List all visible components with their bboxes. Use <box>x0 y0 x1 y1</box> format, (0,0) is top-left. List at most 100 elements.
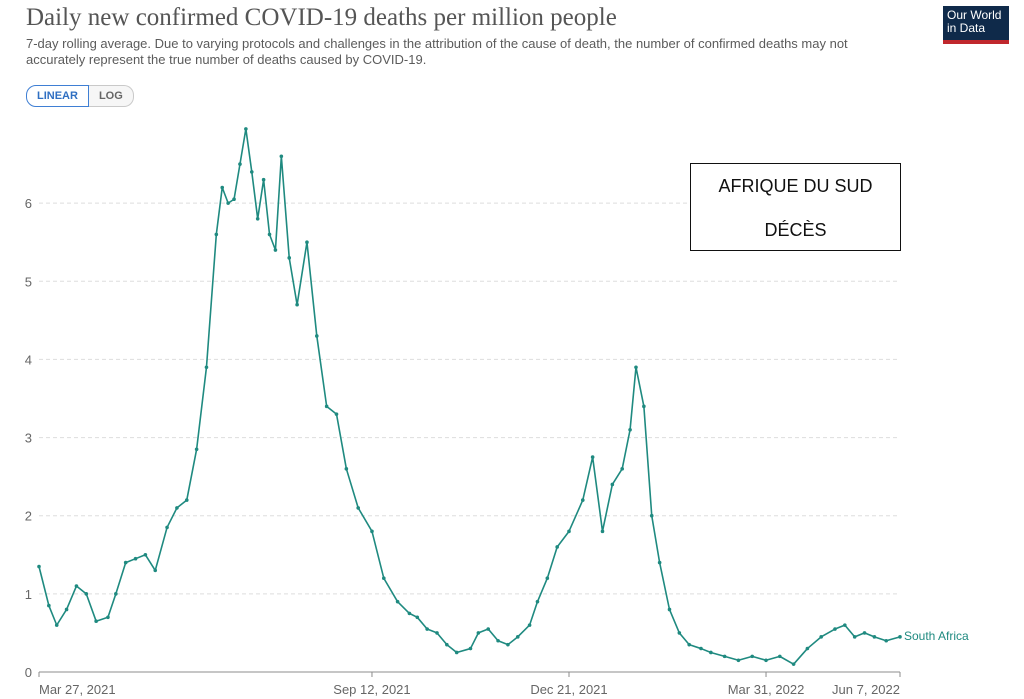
data-point <box>791 662 796 666</box>
data-point <box>736 658 741 663</box>
logo-line-2: in Data <box>947 21 986 35</box>
data-point <box>872 635 877 639</box>
data-point <box>165 525 169 530</box>
data-point <box>567 529 571 534</box>
data-point <box>515 635 520 639</box>
data-point <box>620 467 624 471</box>
data-point <box>133 556 138 561</box>
data-point <box>649 513 654 518</box>
data-point <box>527 623 532 627</box>
data-point <box>94 619 98 624</box>
data-point <box>370 529 374 534</box>
data-point <box>194 447 199 452</box>
data-point <box>600 529 605 534</box>
data-point <box>344 467 349 471</box>
data-point <box>255 216 260 221</box>
data-point <box>590 455 595 459</box>
data-point <box>407 611 412 616</box>
data-point <box>425 627 429 631</box>
data-point <box>37 564 41 569</box>
data-point <box>204 365 209 370</box>
data-point <box>843 623 847 627</box>
data-point <box>249 170 254 174</box>
annotation-line-1: AFRIQUE DU SUD <box>718 176 873 196</box>
y-tick-label: 1 <box>25 587 32 602</box>
data-point <box>709 650 713 655</box>
data-point <box>535 599 540 604</box>
data-point <box>175 506 179 510</box>
x-tick-label: Jun 7, 2022 <box>832 682 900 697</box>
data-point <box>454 650 459 655</box>
data-point <box>84 592 89 596</box>
data-point <box>295 302 299 307</box>
log-scale-button[interactable]: LOG <box>88 85 134 107</box>
data-point <box>74 584 79 588</box>
data-point <box>805 646 810 651</box>
y-tick-label: 6 <box>25 196 32 211</box>
data-point <box>699 646 703 651</box>
y-tick-label: 4 <box>25 352 32 367</box>
data-point <box>628 427 632 432</box>
data-point <box>334 412 339 416</box>
data-point <box>898 635 902 639</box>
data-point <box>884 638 889 643</box>
data-point <box>468 646 473 651</box>
annotation-box: AFRIQUE DU SUD DÉCÈS <box>690 163 901 251</box>
data-point <box>610 482 615 487</box>
data-point <box>555 545 559 549</box>
data-point <box>324 404 329 409</box>
x-tick-label: Dec 21, 2021 <box>530 682 607 697</box>
y-tick-label: 2 <box>25 509 32 524</box>
chart-subtitle: 7-day rolling average. Due to varying pr… <box>26 36 848 67</box>
data-point <box>287 256 292 260</box>
data-point <box>580 498 585 502</box>
scale-toggle[interactable]: LINEAR LOG <box>26 85 134 107</box>
y-tick-label: 5 <box>25 274 32 289</box>
data-point <box>64 607 69 612</box>
data-point <box>415 615 420 620</box>
gridlines <box>39 202 900 595</box>
y-tick-label: 3 <box>25 431 32 446</box>
y-tick-label: 0 <box>25 665 32 680</box>
data-point <box>220 185 225 190</box>
data-point <box>496 638 500 643</box>
x-tick-label: Mar 27, 2021 <box>39 682 116 697</box>
owid-logo[interactable]: Our World in Data <box>943 6 1009 44</box>
data-point <box>47 603 51 608</box>
data-point <box>214 232 219 237</box>
data-point <box>395 599 400 604</box>
data-point <box>244 127 248 131</box>
data-point <box>232 197 236 202</box>
data-point <box>657 560 662 565</box>
data-point <box>315 334 319 338</box>
series-line <box>38 128 901 665</box>
data-point <box>819 635 823 639</box>
data-point <box>238 162 242 166</box>
data-point <box>114 592 118 596</box>
data-point <box>226 201 230 205</box>
data-point <box>506 642 510 647</box>
data-point <box>153 568 158 573</box>
data-point <box>852 635 857 639</box>
data-point <box>267 232 272 237</box>
linear-scale-button[interactable]: LINEAR <box>26 85 89 107</box>
data-point <box>123 560 128 565</box>
data-point <box>445 642 449 647</box>
data-point <box>486 627 491 631</box>
logo-line-1: Our World <box>947 8 1002 22</box>
annotation-line-2: DÉCÈS <box>764 220 827 240</box>
data-point <box>677 631 682 635</box>
data-point <box>184 498 189 502</box>
data-point <box>642 404 646 409</box>
data-point <box>261 177 266 182</box>
data-point <box>634 365 638 370</box>
data-point <box>273 248 278 252</box>
data-point <box>381 576 386 581</box>
x-axis: Mar 27, 2021 Sep 12, 2021 Dec 21, 2021 Mar … <box>38 671 901 697</box>
series-group: South Africa <box>37 127 969 666</box>
data-point <box>764 658 768 663</box>
data-point <box>687 642 691 647</box>
data-point <box>778 654 782 659</box>
data-point <box>106 615 110 620</box>
